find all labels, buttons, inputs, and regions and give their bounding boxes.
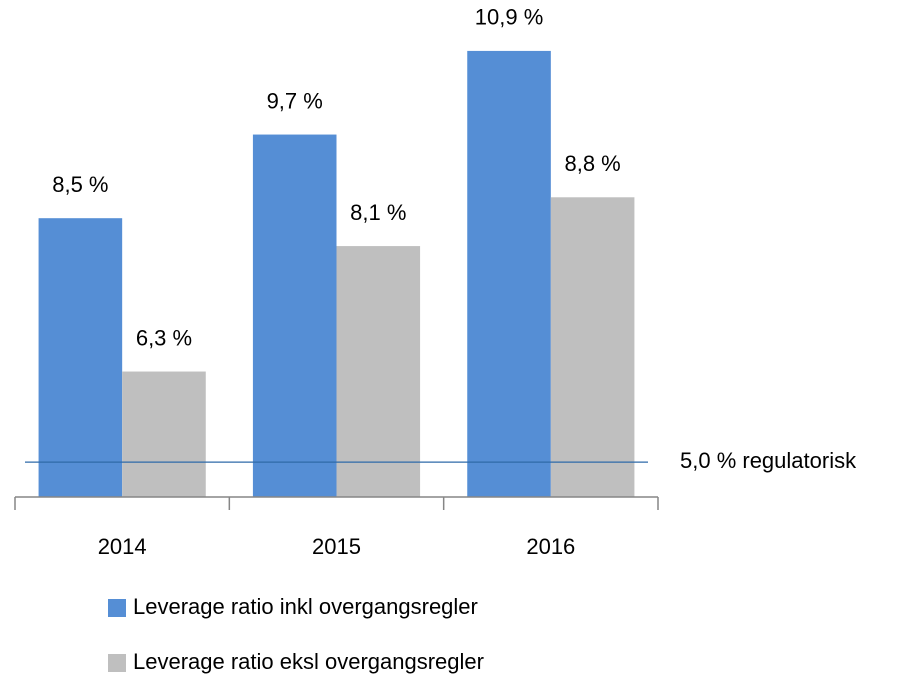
bar [252, 134, 337, 497]
x-tick-label: 2015 [312, 534, 361, 559]
bar [38, 218, 123, 497]
legend-swatch [108, 599, 126, 617]
data-label: 8,5 % [52, 172, 108, 197]
data-label: 6,3 % [136, 325, 192, 350]
legend-swatch [108, 654, 126, 672]
data-label: 8,1 % [350, 200, 406, 225]
x-tick-label: 2014 [98, 534, 147, 559]
x-tick-label: 2016 [526, 534, 575, 559]
data-label: 10,9 % [475, 5, 544, 30]
bar [122, 371, 206, 497]
data-label: 9,7 % [267, 88, 323, 113]
bar [467, 50, 551, 497]
reference-label: 5,0 % regulatorisk [680, 448, 857, 473]
legend-label: Leverage ratio eksl overgangsregler [133, 649, 484, 674]
bar [550, 197, 635, 498]
bar [336, 246, 421, 497]
data-label: 8,8 % [564, 151, 620, 176]
legend-label: Leverage ratio inkl overgangsregler [133, 594, 478, 619]
